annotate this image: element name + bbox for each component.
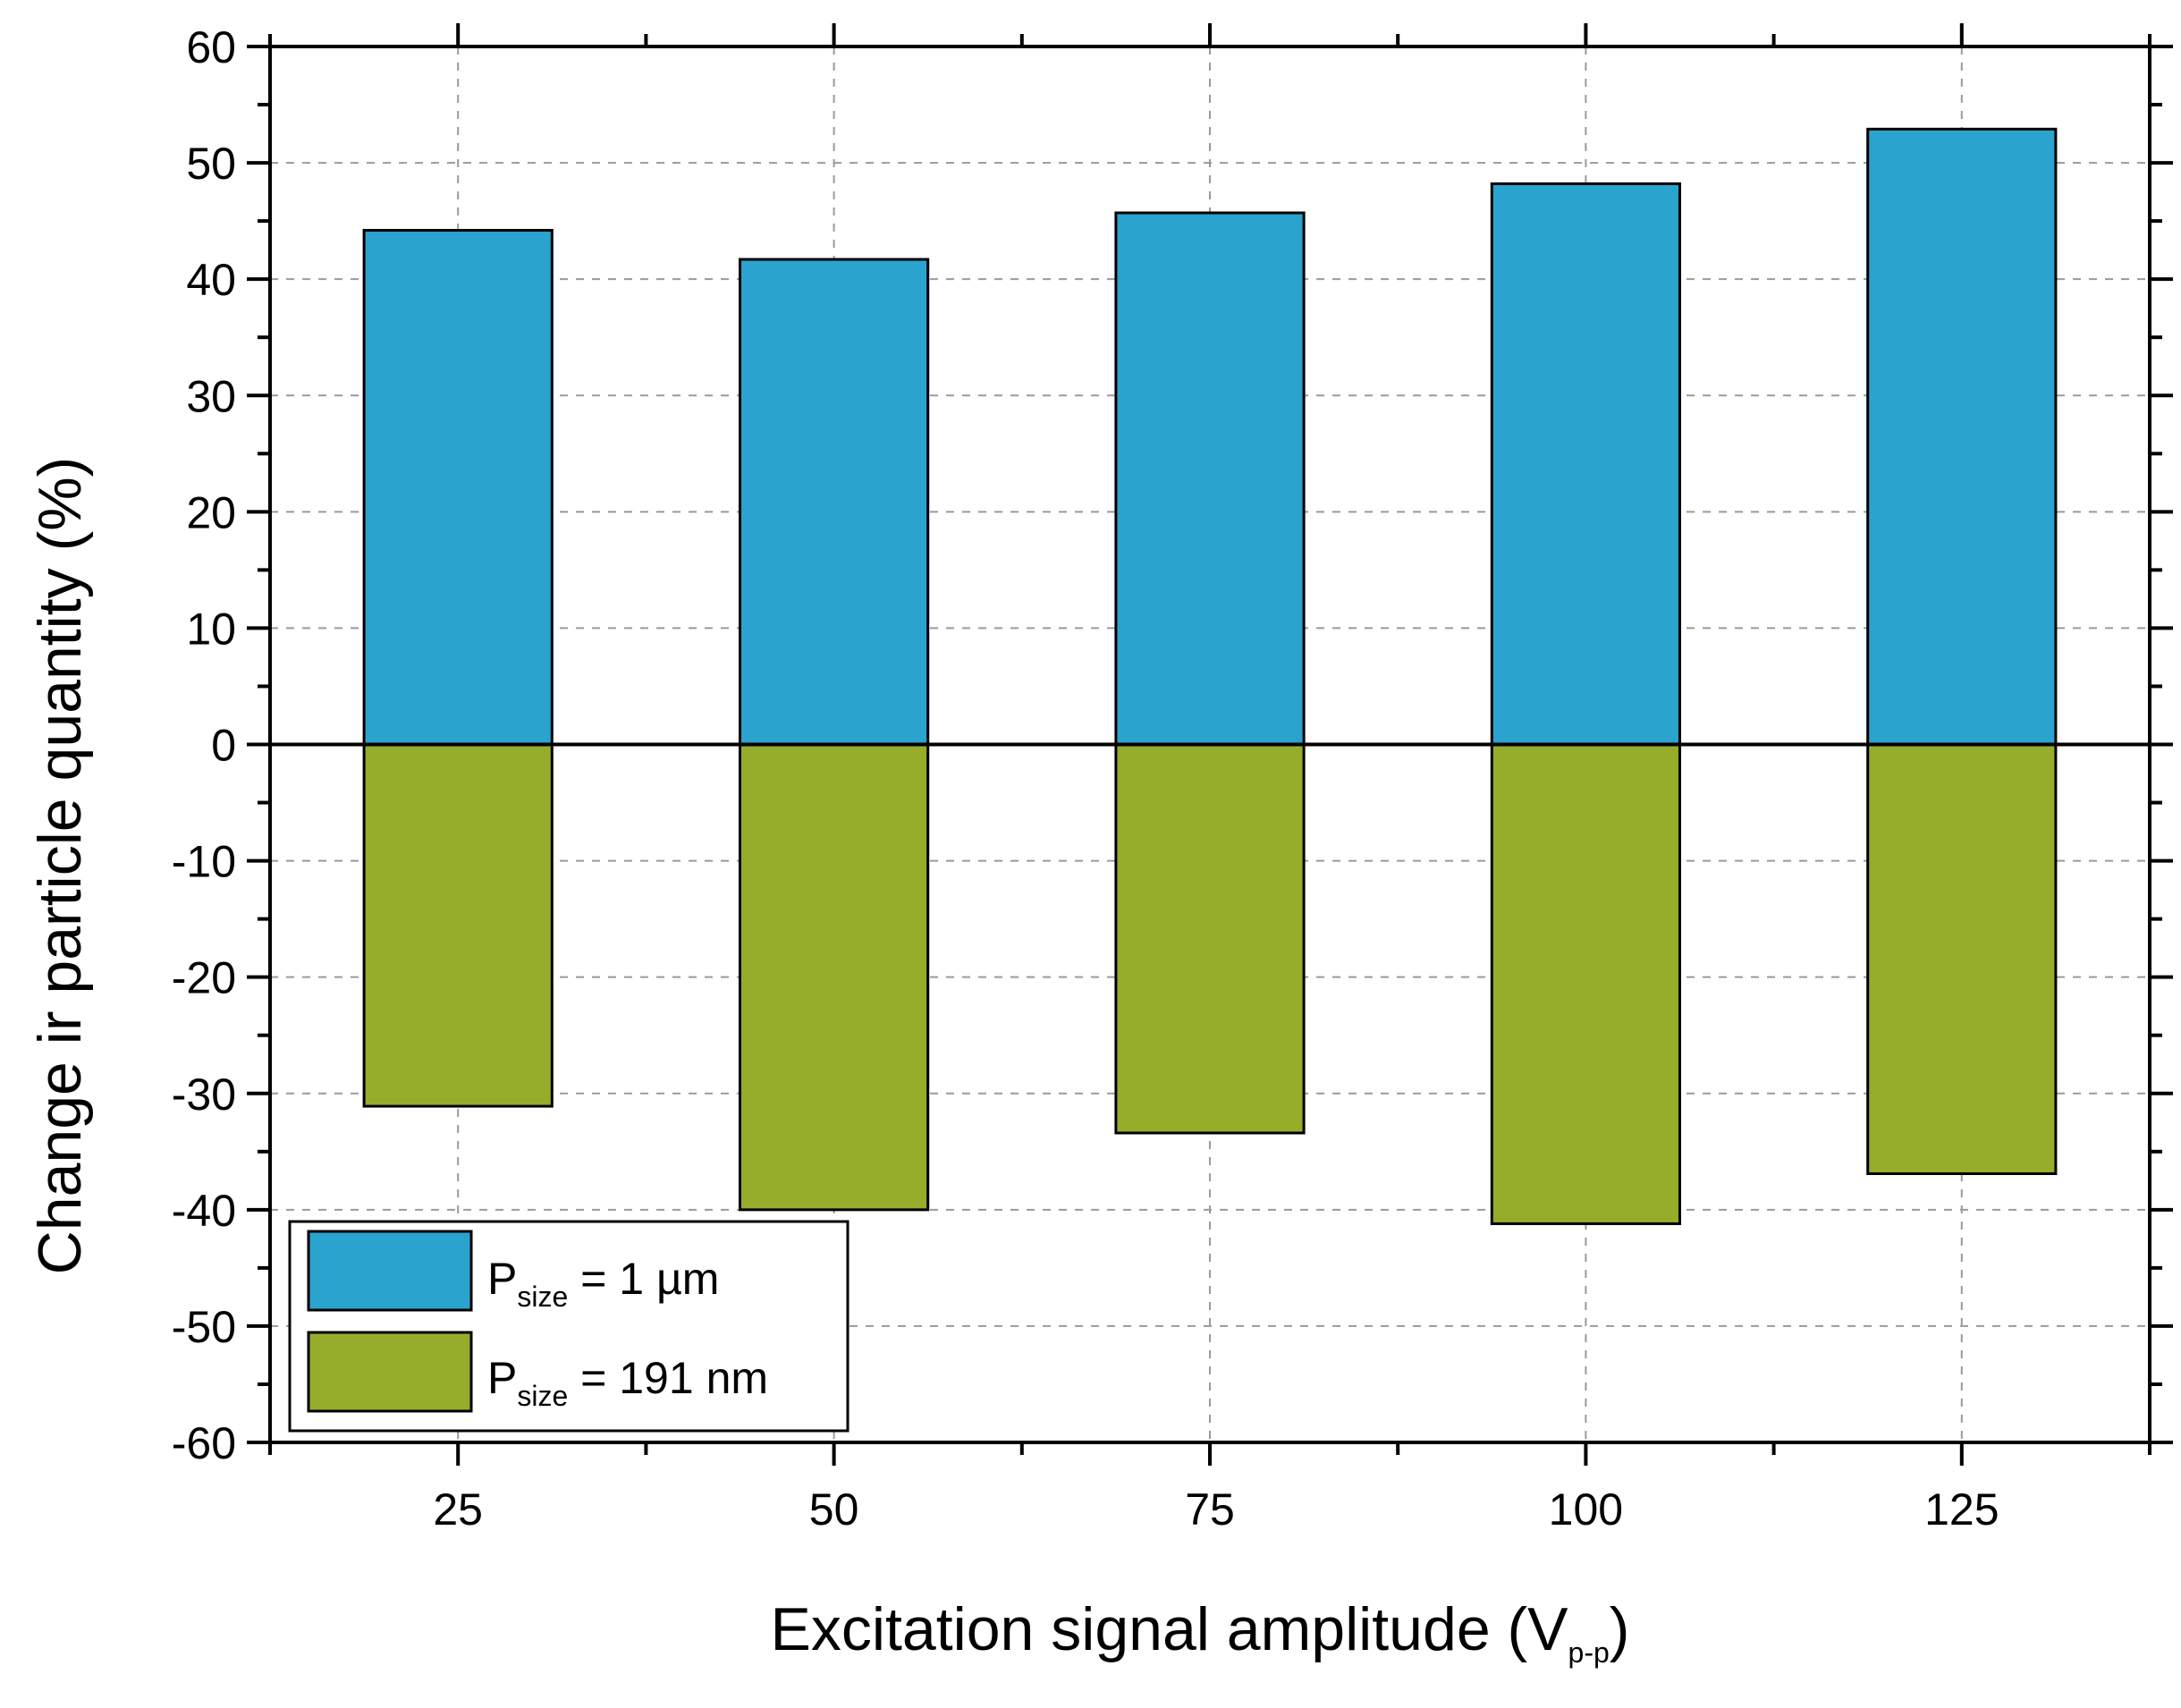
legend-swatch-191nm [307, 1331, 473, 1413]
y-tick-labels: -60 -50 -40 -30 -20 -10 0 10 20 30 40 50 60 [172, 22, 236, 1468]
y-tick-label: -30 [172, 1070, 236, 1120]
x-axis-title-close: ) [1610, 1595, 1630, 1663]
x-axis-title: Excitation signal amplitude (Vp-p) [771, 1595, 1630, 1669]
axis-ticks [247, 23, 2173, 1466]
y-tick-label: -10 [172, 837, 236, 887]
bar-1um-50 [739, 258, 930, 746]
y-tick-label: 0 [211, 721, 236, 771]
legend: Psize = 1 µm Psize = 191 nm [288, 1220, 850, 1433]
y-tick-label: -60 [172, 1418, 236, 1468]
x-tick-label: 50 [809, 1484, 859, 1535]
bar-1um-75 [1114, 211, 1306, 746]
bar-191nm-75 [1114, 743, 1306, 1135]
y-tick-label: 40 [186, 255, 236, 305]
bar-1um-125 [1866, 127, 2058, 746]
x-tick-label: 100 [1549, 1484, 1623, 1535]
bar-191nm-100 [1490, 743, 1682, 1225]
legend-label-191nm: Psize = 191 nm [487, 1353, 768, 1412]
y-tick-label: 30 [186, 371, 236, 421]
legend-label-1um: Psize = 1 µm [487, 1254, 719, 1313]
y-tick-label: -40 [172, 1186, 236, 1236]
bar-191nm-25 [362, 743, 554, 1108]
y-tick-label: 10 [186, 604, 236, 654]
y-tick-label: -20 [172, 953, 236, 1003]
y-axis-title: Change ir particle quantity (%) [26, 457, 94, 1275]
x-tick-labels: 25 50 75 100 125 [433, 1484, 1999, 1535]
x-tick-label: 125 [1924, 1484, 1999, 1535]
y-tick-label: 20 [186, 487, 236, 537]
x-axis-title-main: Excitation signal amplitude (V [771, 1595, 1569, 1663]
legend-swatch-1um [307, 1230, 473, 1312]
bars [362, 127, 2058, 1225]
y-tick-label: 60 [186, 22, 236, 72]
bar-191nm-125 [1866, 743, 2058, 1176]
x-axis-title-subscript: p-p [1568, 1636, 1610, 1669]
bar-1um-100 [1490, 182, 1682, 746]
x-tick-label: 25 [433, 1484, 483, 1535]
bar-1um-25 [362, 229, 554, 746]
y-tick-label: -50 [172, 1302, 236, 1352]
x-tick-label: 75 [1185, 1484, 1235, 1535]
bar-191nm-50 [739, 743, 930, 1212]
y-tick-label: 50 [186, 139, 236, 189]
